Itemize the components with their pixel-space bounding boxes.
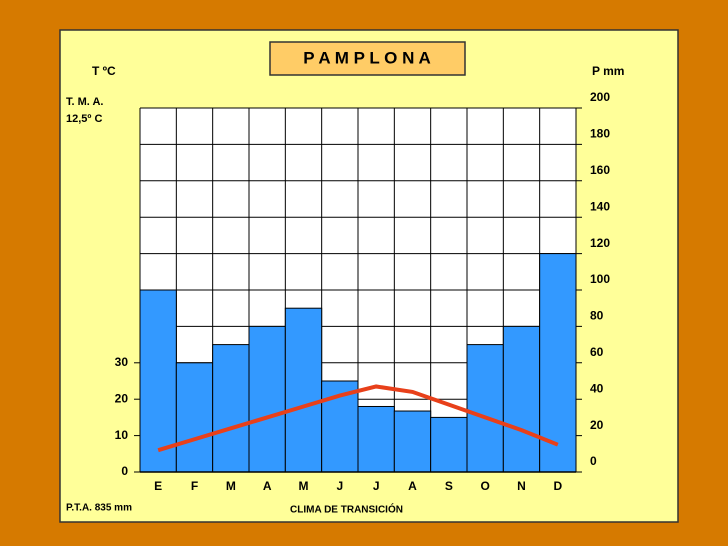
- annotation: P.T.A. 835 mm: [66, 503, 132, 514]
- annotation: CLIMA DE TRANSICIÓN: [290, 503, 403, 516]
- y2-tick-label: 140: [590, 199, 610, 213]
- x-tick-label: J: [373, 479, 380, 493]
- y2-tick-label: 0: [590, 454, 597, 468]
- x-tick-label: M: [226, 479, 236, 493]
- annotation: 12,5º C: [66, 113, 102, 125]
- y2-tick-label: 180: [590, 127, 610, 141]
- x-tick-label: A: [263, 479, 272, 493]
- y-axis-label: T ºC: [92, 64, 116, 78]
- bar: [393, 410, 432, 473]
- x-tick-label: D: [553, 479, 562, 493]
- y2-tick-label: 200: [590, 90, 610, 104]
- chart-title: P A M P L O N A: [303, 48, 431, 67]
- x-tick-label: F: [191, 479, 198, 493]
- y-tick-label: 0: [121, 464, 128, 478]
- y2-tick-label: 160: [590, 163, 610, 177]
- bar: [430, 416, 468, 473]
- x-tick-label: A: [408, 479, 417, 493]
- bar: [284, 307, 323, 473]
- y-tick-label: 30: [115, 355, 129, 369]
- bar: [357, 405, 395, 473]
- x-tick-label: N: [517, 479, 526, 493]
- x-tick-label: O: [480, 479, 489, 493]
- y-tick-label: 10: [115, 428, 129, 442]
- bar: [212, 344, 250, 473]
- y-tick-label: 20: [115, 391, 129, 405]
- x-tick-label: M: [299, 479, 309, 493]
- bar: [175, 362, 214, 473]
- x-tick-label: E: [154, 479, 162, 493]
- y2-tick-label: 120: [590, 236, 610, 250]
- bar: [466, 344, 504, 473]
- title-box: [269, 41, 466, 76]
- x-tick-label: S: [445, 479, 453, 493]
- y2-tick-label: 100: [590, 272, 610, 286]
- y2-axis-label: P mm: [592, 64, 624, 78]
- bar: [502, 325, 541, 473]
- y2-tick-label: 60: [590, 345, 604, 359]
- bar: [248, 325, 286, 473]
- annotation: T. M. A.: [66, 96, 103, 108]
- y2-tick-label: 80: [590, 309, 604, 323]
- x-tick-label: J: [336, 479, 343, 493]
- line: [157, 384, 559, 453]
- y2-tick-label: 20: [590, 418, 604, 432]
- y2-tick-label: 40: [590, 381, 604, 395]
